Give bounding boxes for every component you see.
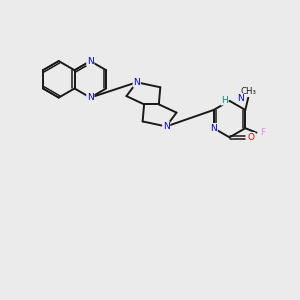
Text: N: N	[87, 57, 94, 66]
Text: N: N	[237, 94, 244, 103]
Text: F: F	[260, 128, 265, 137]
Text: N: N	[210, 124, 217, 133]
Text: CH₃: CH₃	[240, 87, 256, 96]
Text: N: N	[87, 93, 94, 102]
Text: N: N	[163, 122, 169, 131]
Text: O: O	[248, 133, 255, 142]
Text: H: H	[221, 96, 228, 105]
Text: N: N	[134, 78, 140, 87]
